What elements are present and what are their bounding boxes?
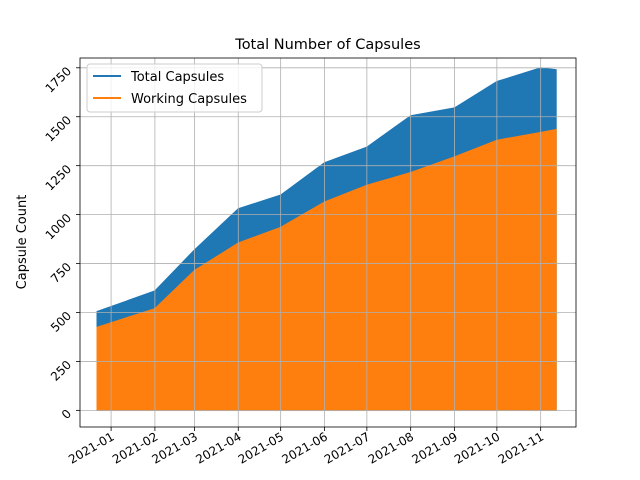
plot-frame [79, 57, 577, 428]
x-axis-ticks: 2021-012021-022021-032021-042021-052021-… [66, 427, 546, 467]
x-tick-label: 2021-05 [236, 429, 286, 466]
y-tick-label: 1000 [43, 211, 74, 242]
x-tick-label: 2021-04 [193, 429, 243, 466]
y-tick-label: 250 [48, 358, 74, 384]
area-layer [96, 67, 557, 411]
legend-box [86, 63, 263, 113]
y-tick-label: 1250 [43, 162, 74, 193]
legend: Total Capsules Working Capsules [86, 63, 263, 113]
x-tick-label: 2021-03 [150, 429, 200, 466]
y-axis-label: Capsule Count [15, 195, 30, 290]
y-tick-label: 1500 [43, 113, 74, 144]
chart-title: Total Number of Capsules [234, 37, 420, 53]
y-axis-ticks: 0 250 500 750 1000 1250 1500 1750 [43, 64, 80, 422]
x-tick-label: 2021-10 [452, 429, 502, 466]
x-tick-label: 2021-07 [322, 429, 372, 466]
x-tick-label: 2021-01 [66, 429, 116, 466]
y-tick-label: 1750 [43, 64, 74, 95]
legend-label-working-capsules: Working Capsules [131, 92, 247, 107]
grid-lines [80, 58, 576, 427]
y-tick-label: 750 [48, 260, 74, 286]
x-tick-label: 2021-11 [496, 429, 546, 466]
y-tick-label: 500 [48, 309, 74, 335]
x-tick-label: 2021-06 [280, 429, 330, 466]
y-tick-label: 0 [59, 407, 74, 422]
legend-label-total-capsules: Total Capsules [130, 70, 224, 85]
x-tick-label: 2021-08 [366, 429, 416, 466]
x-tick-label: 2021-09 [410, 429, 460, 466]
